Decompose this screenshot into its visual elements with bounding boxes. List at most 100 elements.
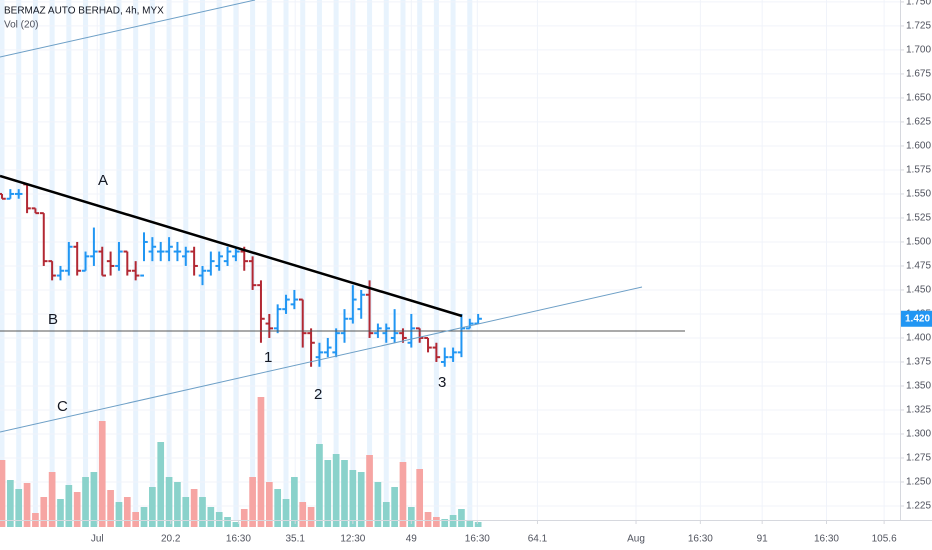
last-price-box: [901, 310, 932, 327]
volume-bar: [123, 497, 131, 527]
y-tick-label: 1.400: [906, 333, 931, 344]
session-stripe: [467, 0, 473, 520]
session-stripe: [266, 0, 272, 520]
y-tick-label: 1.500: [906, 237, 931, 248]
x-tick-label: Aug: [627, 534, 645, 545]
volume-bar: [199, 497, 206, 527]
annotation: 2: [314, 386, 322, 403]
volume-bar: [249, 477, 256, 527]
y-tick-label: 1.450: [906, 285, 931, 296]
volume-bar: [207, 507, 215, 527]
x-tick-label: 16:30: [226, 534, 251, 545]
volume-bar: [182, 497, 190, 527]
y-tick-label: 1.350: [906, 381, 931, 392]
volume-bar: [149, 487, 156, 527]
session-stripe: [133, 0, 139, 520]
trend-line: [0, 286, 643, 433]
volume-bar: [215, 512, 223, 527]
y-tick-label: 1.475: [906, 261, 931, 272]
volume-bar: [57, 499, 64, 527]
volume-bar: [332, 454, 340, 527]
y-tick-label: 1.625: [906, 117, 931, 128]
volume-bar: [157, 442, 165, 527]
session-stripe: [367, 0, 373, 520]
x-tick-label: 105.6: [872, 534, 897, 545]
x-tick-label: 35.1: [285, 534, 305, 545]
volume-bar: [65, 485, 73, 527]
volume-bar: [132, 512, 140, 527]
x-tick-label: 91: [757, 534, 769, 545]
volume-bar: [82, 477, 89, 527]
volume-bar: [115, 502, 123, 527]
volume-bar: [458, 509, 465, 527]
x-tick-label: Jul: [91, 534, 104, 545]
y-tick-label: 1.750: [906, 0, 931, 8]
chart-title: BERMAZ AUTO BERHAD, 4h, MYX: [4, 6, 164, 17]
volume-bars: [0, 397, 482, 527]
session-stripe: [0, 0, 5, 520]
session-stripe: [433, 0, 439, 520]
volume-bar: [407, 507, 415, 527]
y-tick-label: 1.325: [906, 405, 931, 416]
y-tick-label: 1.525: [906, 213, 931, 224]
session-stripe: [383, 0, 389, 520]
volume-bar: [40, 497, 48, 527]
annotations: A B C 1 2 3: [48, 172, 446, 415]
volume-bar: [174, 482, 181, 527]
volume-bar: [374, 482, 382, 527]
volume-bar: [466, 521, 474, 527]
volume-bar: [433, 517, 440, 527]
x-tick-label: 49: [406, 534, 418, 545]
volume-bar: [307, 507, 315, 527]
volume-bar: [324, 460, 332, 527]
y-tick-label: 1.275: [906, 453, 931, 464]
session-stripe: [333, 0, 339, 520]
y-tick-label: 1.675: [906, 69, 931, 80]
volume-bar: [232, 522, 240, 527]
y-tick-label: 1.250: [906, 477, 931, 488]
session-stripe: [300, 0, 306, 520]
y-tick-label: 1.225: [906, 501, 931, 512]
volume-bar: [282, 499, 290, 527]
volume-bar: [73, 492, 81, 527]
y-tick-label: 1.375: [906, 357, 931, 368]
volume-bar: [265, 482, 273, 527]
trend-line: [0, 0, 256, 58]
annotation: A: [98, 172, 108, 189]
session-stripe: [199, 0, 205, 520]
last-price-label: 1.420: [905, 313, 930, 324]
price-bars: [0, 183, 482, 367]
volume-bar: [0, 460, 6, 527]
y-tick-label: 1.550: [906, 189, 931, 200]
session-stripe: [16, 0, 22, 520]
volume-bar: [291, 477, 298, 527]
y-tick-label: 1.700: [906, 45, 931, 56]
volume-bar: [165, 477, 173, 527]
volume-bar: [424, 512, 432, 527]
volume-bar: [416, 469, 424, 527]
trend-line: [0, 174, 463, 318]
drawings: [0, 0, 685, 433]
volume-bar: [7, 480, 14, 527]
x-tick-label: 16:30: [465, 534, 490, 545]
volume-bar: [23, 483, 31, 527]
y-tick-label: 1.300: [906, 429, 931, 440]
volume-bar: [224, 517, 231, 527]
session-stripe: [450, 0, 456, 520]
y-tick-label: 1.600: [906, 141, 931, 152]
volume-bar: [15, 489, 23, 527]
volume-bar: [357, 472, 365, 527]
y-tick-label: 1.575: [906, 165, 931, 176]
volume-bar: [382, 502, 390, 527]
volume-bar: [349, 470, 357, 527]
volume-bar: [399, 462, 407, 527]
volume-bar: [341, 460, 348, 527]
x-tick-label: 64.1: [528, 534, 548, 545]
session-stripe: [49, 0, 55, 520]
volume-bar: [98, 421, 106, 527]
y-tick-label: 1.650: [906, 93, 931, 104]
session-stripe: [316, 0, 322, 520]
volume-bar: [48, 472, 56, 527]
session-stripe: [400, 0, 406, 520]
